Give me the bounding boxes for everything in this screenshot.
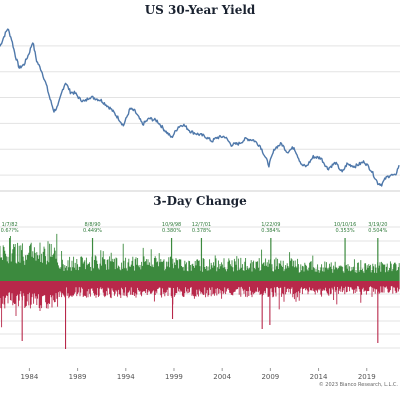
x-tick-label: 2009 — [261, 373, 279, 381]
annotation-date: 12/7/01 — [192, 222, 211, 228]
yield-chart-title: US 30-Year Yield — [145, 3, 256, 17]
negative-change-bars — [0, 281, 400, 328]
annotation-date: 10/10/16 — [334, 222, 356, 228]
annotation-date: 1/22/09 — [261, 222, 280, 228]
x-tick-label: 2004 — [213, 373, 231, 381]
yield-series-line — [0, 28, 400, 187]
annotation-value: 0.378% — [192, 228, 211, 234]
x-tick-label: 2019 — [358, 373, 376, 381]
change-bars — [0, 233, 400, 349]
yield-gridlines — [0, 45, 400, 176]
x-tick-label: 1989 — [69, 373, 87, 381]
change-chart-title: 3-Day Change — [153, 194, 247, 208]
change-panel: 3-Day Change 1/7/820.6??% 8/8/900.449% 10/… — [0, 194, 400, 381]
annotation-value: 0.384% — [261, 228, 280, 234]
yield-panel: US 30-Year Yield — [0, 3, 400, 187]
annotation-date: 3/19/20 — [368, 222, 387, 228]
annotation-value: 0.504% — [368, 228, 387, 234]
x-tick-label: 1999 — [165, 373, 183, 381]
annotation-date: 10/9/98 — [162, 222, 181, 228]
x-axis-ticks: 1984 1989 1994 1999 2004 2009 2014 2019 — [20, 368, 376, 381]
annotation-date: 1/7/82 — [2, 222, 18, 228]
x-tick-label: 1984 — [20, 373, 38, 381]
annotation-value: 0.449% — [83, 228, 102, 234]
annotation-date: 8/8/90 — [84, 222, 100, 228]
x-tick-label: 1994 — [117, 373, 135, 381]
annotation-value: 0.353% — [336, 228, 355, 234]
annotation-value: 0.380% — [162, 228, 181, 234]
x-tick-label: 2014 — [310, 373, 328, 381]
copyright-notice: © 2023 Bianco Research, L.L.C. — [319, 381, 399, 388]
annotation-value: 0.6??% — [1, 228, 19, 234]
change-annotations: 1/7/820.6??% 8/8/900.449% 10/9/980.380% 12/… — [1, 222, 388, 281]
positive-change-bars — [0, 233, 400, 281]
